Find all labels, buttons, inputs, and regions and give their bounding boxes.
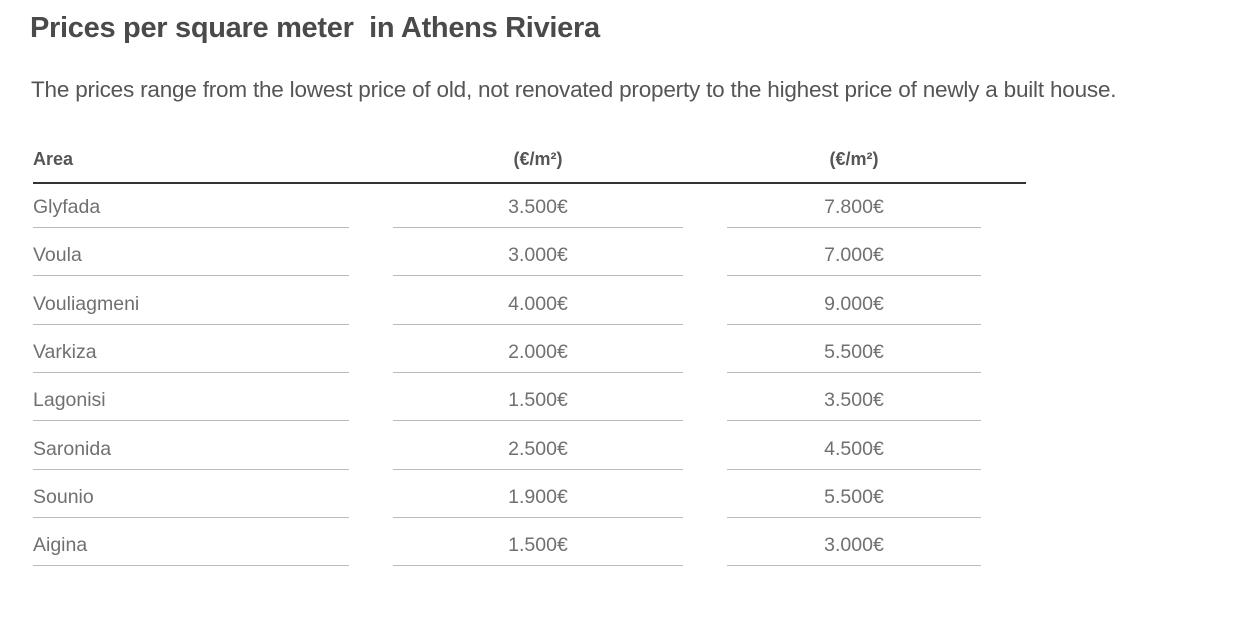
price-cell: 7.000€ [824, 244, 884, 267]
row-rule [33, 516, 349, 518]
area-cell: Saronida [33, 437, 112, 460]
page-subtitle: The prices range from the lowest price o… [31, 77, 1117, 102]
row-rule [727, 227, 981, 228]
row-rule [727, 516, 981, 518]
row-rule [33, 227, 349, 228]
area-cell: Aigina [33, 534, 88, 557]
price-cell: 5.500€ [824, 485, 884, 508]
price-cell: 3.500€ [508, 196, 568, 218]
header-rule [33, 182, 1026, 184]
area-cell: Varkiza [33, 340, 97, 363]
row-rule [393, 371, 683, 373]
row-rule [393, 565, 683, 567]
row-rule [33, 420, 349, 422]
price-cell: 4.500€ [824, 437, 884, 460]
column-header: (€/m²) [513, 149, 563, 169]
price-cell: 1.500€ [508, 534, 568, 557]
price-cell: 2.000€ [508, 340, 568, 363]
row-rule [393, 227, 683, 228]
row-rule [727, 420, 981, 422]
price-cell: 2.500€ [508, 437, 568, 460]
price-cell: 5.500€ [824, 340, 884, 363]
price-cell: 3.000€ [824, 534, 884, 557]
row-rule [393, 275, 683, 277]
column-header: Area [33, 149, 74, 169]
column-header: (€/m²) [829, 149, 879, 169]
price-cell: 1.500€ [508, 389, 568, 412]
area-cell: Sounio [33, 485, 94, 508]
row-rule [33, 371, 349, 373]
row-rule [727, 565, 981, 567]
price-cell: 4.000€ [508, 292, 568, 315]
area-cell: Vouliagmeni [33, 292, 140, 315]
row-rule [727, 323, 981, 325]
row-rule [33, 565, 349, 567]
row-rule [727, 275, 981, 277]
area-cell: Glyfada [33, 196, 101, 218]
row-rule [393, 516, 683, 518]
price-cell: 3.500€ [824, 389, 884, 412]
row-rule [33, 275, 349, 277]
row-rule [33, 323, 349, 325]
row-rule [727, 468, 981, 470]
page-title: Prices per square meter in Athens Rivier… [30, 12, 600, 44]
row-rule [727, 371, 981, 373]
area-cell: Voula [33, 244, 82, 267]
price-cell: 1.900€ [508, 485, 568, 508]
row-rule [393, 468, 683, 470]
price-cell: 7.800€ [824, 196, 884, 218]
price-cell: 9.000€ [824, 292, 884, 315]
area-cell: Lagonisi [33, 389, 106, 412]
row-rule [393, 323, 683, 325]
row-rule [393, 420, 683, 422]
price-cell: 3.000€ [508, 244, 568, 267]
row-rule [33, 468, 349, 470]
